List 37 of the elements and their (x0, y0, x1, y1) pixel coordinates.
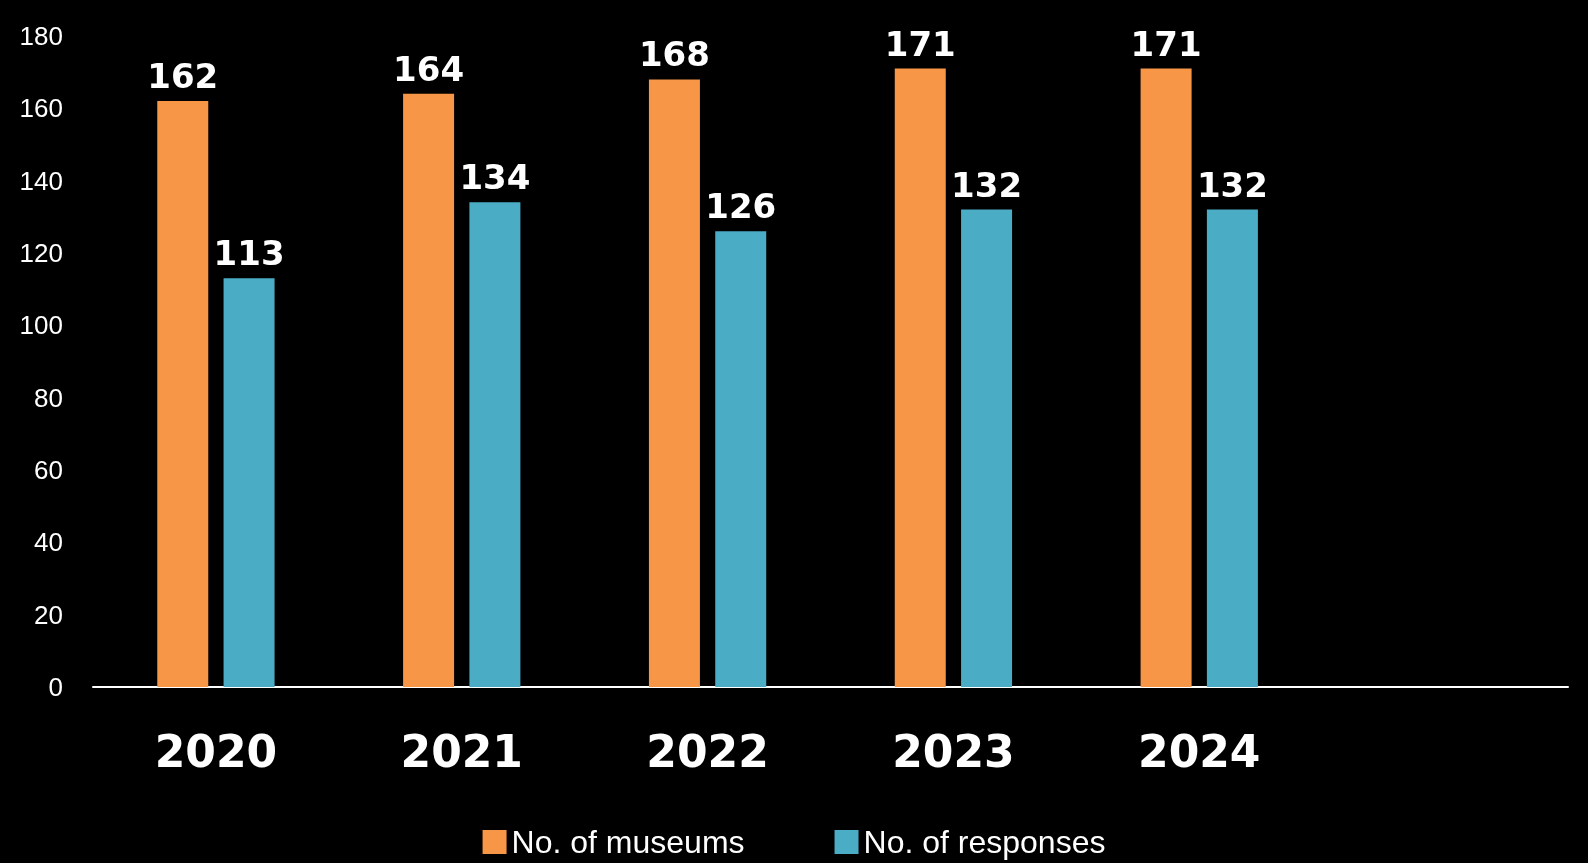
y-tick-label: 180 (19, 21, 63, 51)
x-tick-label: 2021 (400, 725, 523, 777)
data-label: 132 (1196, 164, 1268, 205)
y-tick-label: 40 (34, 527, 63, 558)
data-label: 113 (213, 233, 285, 274)
y-tick-label: 80 (34, 382, 63, 413)
y-tick-label: 140 (19, 165, 63, 196)
legend-label: No. of museums (511, 824, 745, 860)
y-tick-label: 100 (19, 310, 63, 341)
bar (715, 231, 767, 687)
data-label: 171 (884, 23, 956, 64)
y-tick-label: 60 (34, 455, 63, 485)
bar (894, 68, 946, 687)
bar (223, 278, 275, 687)
data-label: 171 (1130, 23, 1202, 64)
y-tick-label: 160 (19, 93, 63, 124)
bar (403, 93, 455, 687)
bar (469, 202, 521, 687)
data-label: 168 (638, 34, 710, 75)
x-tick-label: 2023 (892, 725, 1015, 777)
data-label: 162 (147, 56, 219, 97)
legend-label: No. of responses (863, 824, 1106, 860)
bar (157, 101, 209, 687)
x-tick-label: 2022 (646, 725, 769, 777)
x-tick-label: 2024 (1138, 725, 1261, 777)
data-label: 126 (705, 186, 777, 227)
data-label: 132 (951, 164, 1023, 205)
x-tick-label: 2020 (154, 725, 278, 777)
data-label: 134 (459, 157, 531, 198)
bar (1140, 68, 1192, 687)
y-tick-label: 0 (48, 672, 63, 702)
y-tick-label: 120 (19, 238, 63, 268)
bar (1206, 209, 1258, 687)
bar (961, 209, 1013, 687)
bar (648, 79, 700, 687)
data-label: 164 (393, 48, 465, 89)
y-tick-label: 20 (34, 599, 63, 630)
